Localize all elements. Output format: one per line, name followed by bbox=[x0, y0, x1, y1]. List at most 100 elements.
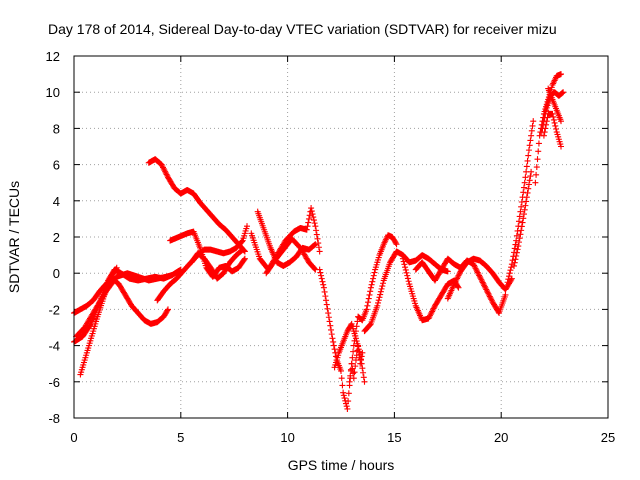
data-point bbox=[325, 310, 332, 317]
data-point bbox=[522, 174, 529, 181]
data-point bbox=[331, 346, 338, 353]
data-point bbox=[405, 278, 412, 285]
data-point bbox=[520, 189, 527, 196]
data-point bbox=[376, 294, 383, 301]
data-point bbox=[486, 293, 493, 300]
data-point bbox=[525, 185, 532, 192]
data-point bbox=[339, 382, 346, 389]
data-point bbox=[350, 342, 357, 349]
y-tick-label: 10 bbox=[46, 85, 60, 100]
data-point bbox=[323, 297, 330, 304]
series-sat-x bbox=[545, 85, 565, 125]
data-point bbox=[535, 140, 542, 147]
data-point bbox=[365, 299, 372, 306]
data-point bbox=[472, 265, 479, 272]
data-point bbox=[521, 179, 528, 186]
data-point bbox=[378, 285, 385, 292]
data-point bbox=[315, 244, 322, 251]
data-point bbox=[475, 271, 482, 278]
data-point bbox=[367, 321, 374, 328]
y-tick-label: 0 bbox=[53, 266, 60, 281]
y-tick-label: -2 bbox=[48, 302, 60, 317]
data-point bbox=[534, 156, 541, 163]
data-point bbox=[454, 274, 461, 281]
data-point bbox=[393, 241, 400, 248]
data-point bbox=[515, 243, 522, 250]
y-tick-label: 6 bbox=[53, 158, 60, 173]
data-point bbox=[532, 179, 539, 186]
data-point bbox=[543, 121, 550, 128]
data-point bbox=[518, 203, 525, 210]
data-point bbox=[513, 253, 520, 260]
data-point bbox=[343, 403, 350, 410]
data-point bbox=[479, 279, 486, 286]
data-point bbox=[519, 219, 526, 226]
data-point bbox=[159, 163, 166, 170]
data-point bbox=[352, 332, 359, 339]
data-point bbox=[113, 265, 120, 272]
data-point bbox=[162, 170, 169, 177]
data-point bbox=[367, 288, 374, 295]
chart-title: Day 178 of 2014, Sidereal Day-to-day VTE… bbox=[48, 21, 557, 37]
data-point bbox=[550, 116, 557, 123]
data-point bbox=[525, 181, 532, 188]
data-point bbox=[303, 226, 310, 233]
data-point bbox=[348, 360, 355, 367]
series-sat-n bbox=[346, 232, 400, 385]
data-point bbox=[516, 235, 523, 242]
data-point bbox=[305, 219, 312, 226]
data-point bbox=[241, 256, 248, 263]
data-point bbox=[451, 281, 458, 288]
data-point bbox=[540, 132, 547, 139]
data-point bbox=[429, 307, 436, 314]
data-point bbox=[347, 372, 354, 379]
data-point bbox=[310, 214, 317, 221]
data-point bbox=[364, 302, 371, 309]
data-point bbox=[346, 378, 353, 385]
data-point bbox=[311, 241, 318, 248]
data-point bbox=[477, 275, 484, 282]
data-point bbox=[551, 119, 558, 126]
data-point bbox=[330, 342, 337, 349]
data-point bbox=[473, 268, 480, 275]
data-point bbox=[401, 261, 408, 268]
data-point bbox=[544, 114, 551, 121]
data-point bbox=[309, 211, 316, 218]
data-point bbox=[241, 255, 248, 262]
axis-ticks: 0 5 10 15 20 25 -8 -6 -4 -2 0 2 4 6 8 10 12 bbox=[46, 49, 616, 445]
data-point bbox=[520, 215, 527, 222]
data-point bbox=[528, 132, 535, 139]
data-point bbox=[351, 369, 358, 376]
data-point bbox=[318, 275, 325, 282]
data-point bbox=[366, 291, 373, 298]
data-point bbox=[456, 271, 463, 278]
data-point bbox=[533, 164, 540, 171]
data-point bbox=[478, 278, 485, 285]
data-point bbox=[347, 322, 354, 329]
data-point bbox=[476, 273, 483, 280]
data-point bbox=[306, 212, 313, 219]
data-point bbox=[369, 278, 376, 285]
data-point bbox=[527, 137, 534, 144]
data-point bbox=[535, 148, 542, 155]
x-tick-label: 20 bbox=[494, 430, 508, 445]
data-point bbox=[558, 71, 565, 78]
data-point bbox=[377, 288, 384, 295]
data-point bbox=[526, 142, 533, 149]
data-point bbox=[484, 289, 491, 296]
y-tick-label: 8 bbox=[53, 121, 60, 136]
series-sat-p bbox=[399, 255, 462, 324]
data-point bbox=[169, 272, 176, 279]
data-point bbox=[320, 284, 327, 291]
x-tick-label: 25 bbox=[601, 430, 615, 445]
data-point bbox=[507, 267, 514, 274]
x-axis-label: GPS time / hours bbox=[288, 457, 395, 473]
data-point bbox=[403, 269, 410, 276]
data-point bbox=[427, 312, 433, 319]
data-point bbox=[160, 164, 166, 171]
data-point bbox=[430, 305, 437, 312]
data-point bbox=[558, 118, 565, 125]
data-point bbox=[504, 279, 511, 286]
series-sat-q bbox=[412, 255, 509, 317]
data-point bbox=[516, 239, 522, 246]
